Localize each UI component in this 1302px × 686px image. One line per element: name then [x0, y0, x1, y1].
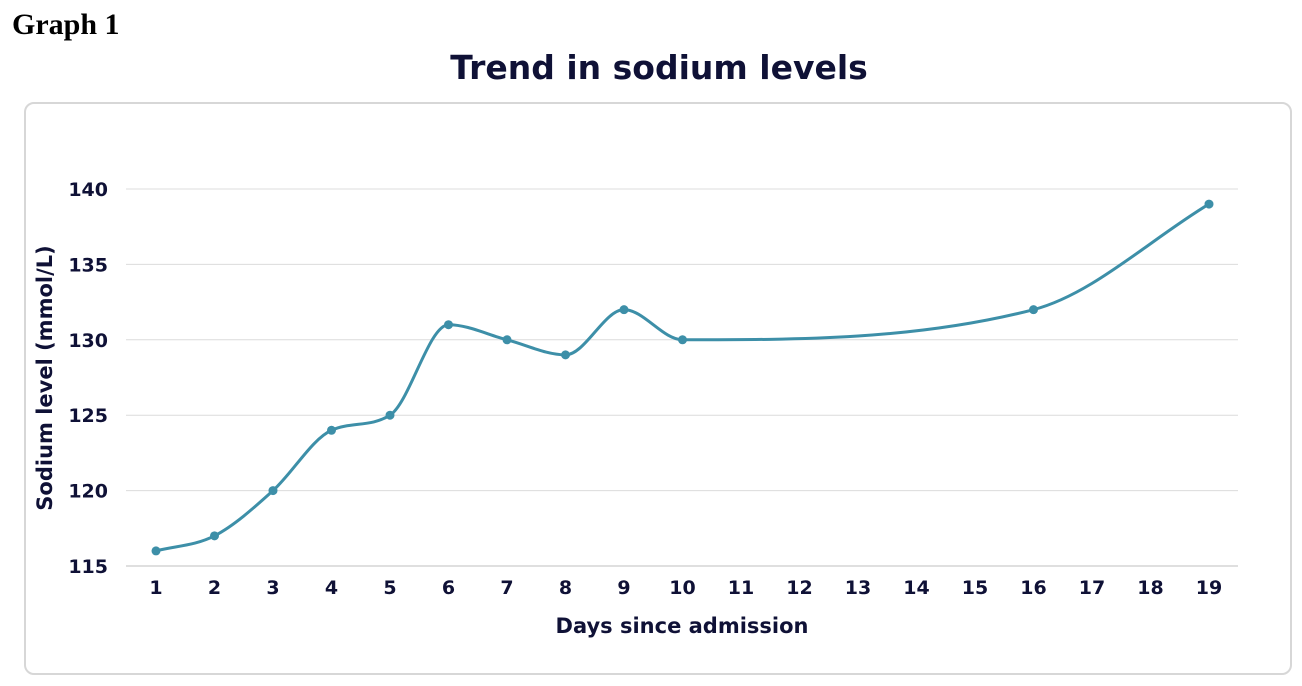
x-tick-label: 6 [442, 577, 455, 599]
y-tick-label: 120 [68, 481, 108, 503]
x-tick-label: 10 [669, 577, 695, 599]
chart-title: Trend in sodium levels [450, 48, 868, 87]
x-tick-label: 9 [617, 577, 630, 599]
y-tick-label: 140 [68, 179, 108, 201]
data-point [619, 305, 629, 315]
x-tick-labels: 1 2 3 4 5 6 7 8 9 10 11 12 13 14 15 16 17 18 19 [149, 577, 1222, 599]
graph-label: Graph 1 [12, 8, 120, 41]
data-point [151, 546, 161, 556]
x-tick-label: 8 [559, 577, 572, 599]
x-axis-title: Days since admission [556, 614, 809, 638]
data-point [210, 531, 219, 541]
gridlines [126, 188, 1238, 567]
x-tick-label: 1 [149, 577, 162, 599]
data-point [561, 350, 570, 360]
data-point [268, 486, 278, 496]
y-axis-title: Sodium level (mmol/L) [33, 245, 57, 510]
data-point [385, 410, 395, 420]
x-tick-label: 18 [1137, 577, 1163, 599]
y-tick-label: 115 [68, 556, 108, 578]
chart-frame [24, 102, 1292, 675]
x-tick-label: 19 [1196, 577, 1222, 599]
y-tick-label: 135 [68, 254, 108, 276]
data-points [151, 199, 1214, 556]
y-tick-label: 125 [68, 405, 108, 427]
x-tick-label: 3 [266, 577, 279, 599]
data-point [444, 320, 453, 330]
y-tick-labels: 115 120 125 130 135 140 [68, 179, 108, 578]
x-tick-label: 11 [728, 577, 754, 599]
x-tick-label: 17 [1079, 577, 1105, 599]
y-tick-label: 130 [68, 330, 108, 352]
x-tick-label: 7 [500, 577, 513, 599]
x-tick-label: 2 [208, 577, 221, 599]
x-tick-label: 12 [786, 577, 812, 599]
data-point [502, 335, 512, 345]
x-tick-label: 16 [1020, 577, 1046, 599]
data-point [1029, 305, 1038, 315]
data-point [1204, 199, 1214, 209]
x-tick-label: 4 [325, 577, 338, 599]
data-point [678, 335, 687, 345]
x-tick-label: 15 [962, 577, 988, 599]
series-line [154, 202, 1211, 553]
data-point [327, 425, 336, 435]
x-tick-label: 13 [845, 577, 871, 599]
x-tick-label: 5 [383, 577, 396, 599]
x-tick-label: 14 [903, 577, 929, 599]
